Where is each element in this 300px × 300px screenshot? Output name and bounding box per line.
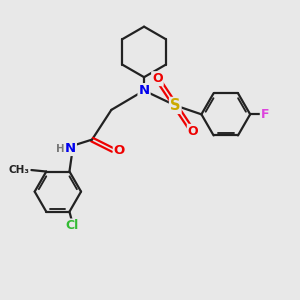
Text: H: H (56, 143, 64, 154)
Text: N: N (65, 142, 76, 155)
Text: N: N (139, 84, 150, 97)
Text: S: S (170, 98, 181, 113)
Text: CH₃: CH₃ (8, 165, 29, 175)
Text: Cl: Cl (66, 220, 79, 232)
Text: O: O (152, 72, 163, 85)
Text: O: O (114, 143, 125, 157)
Text: F: F (261, 108, 269, 121)
Text: O: O (188, 125, 198, 138)
